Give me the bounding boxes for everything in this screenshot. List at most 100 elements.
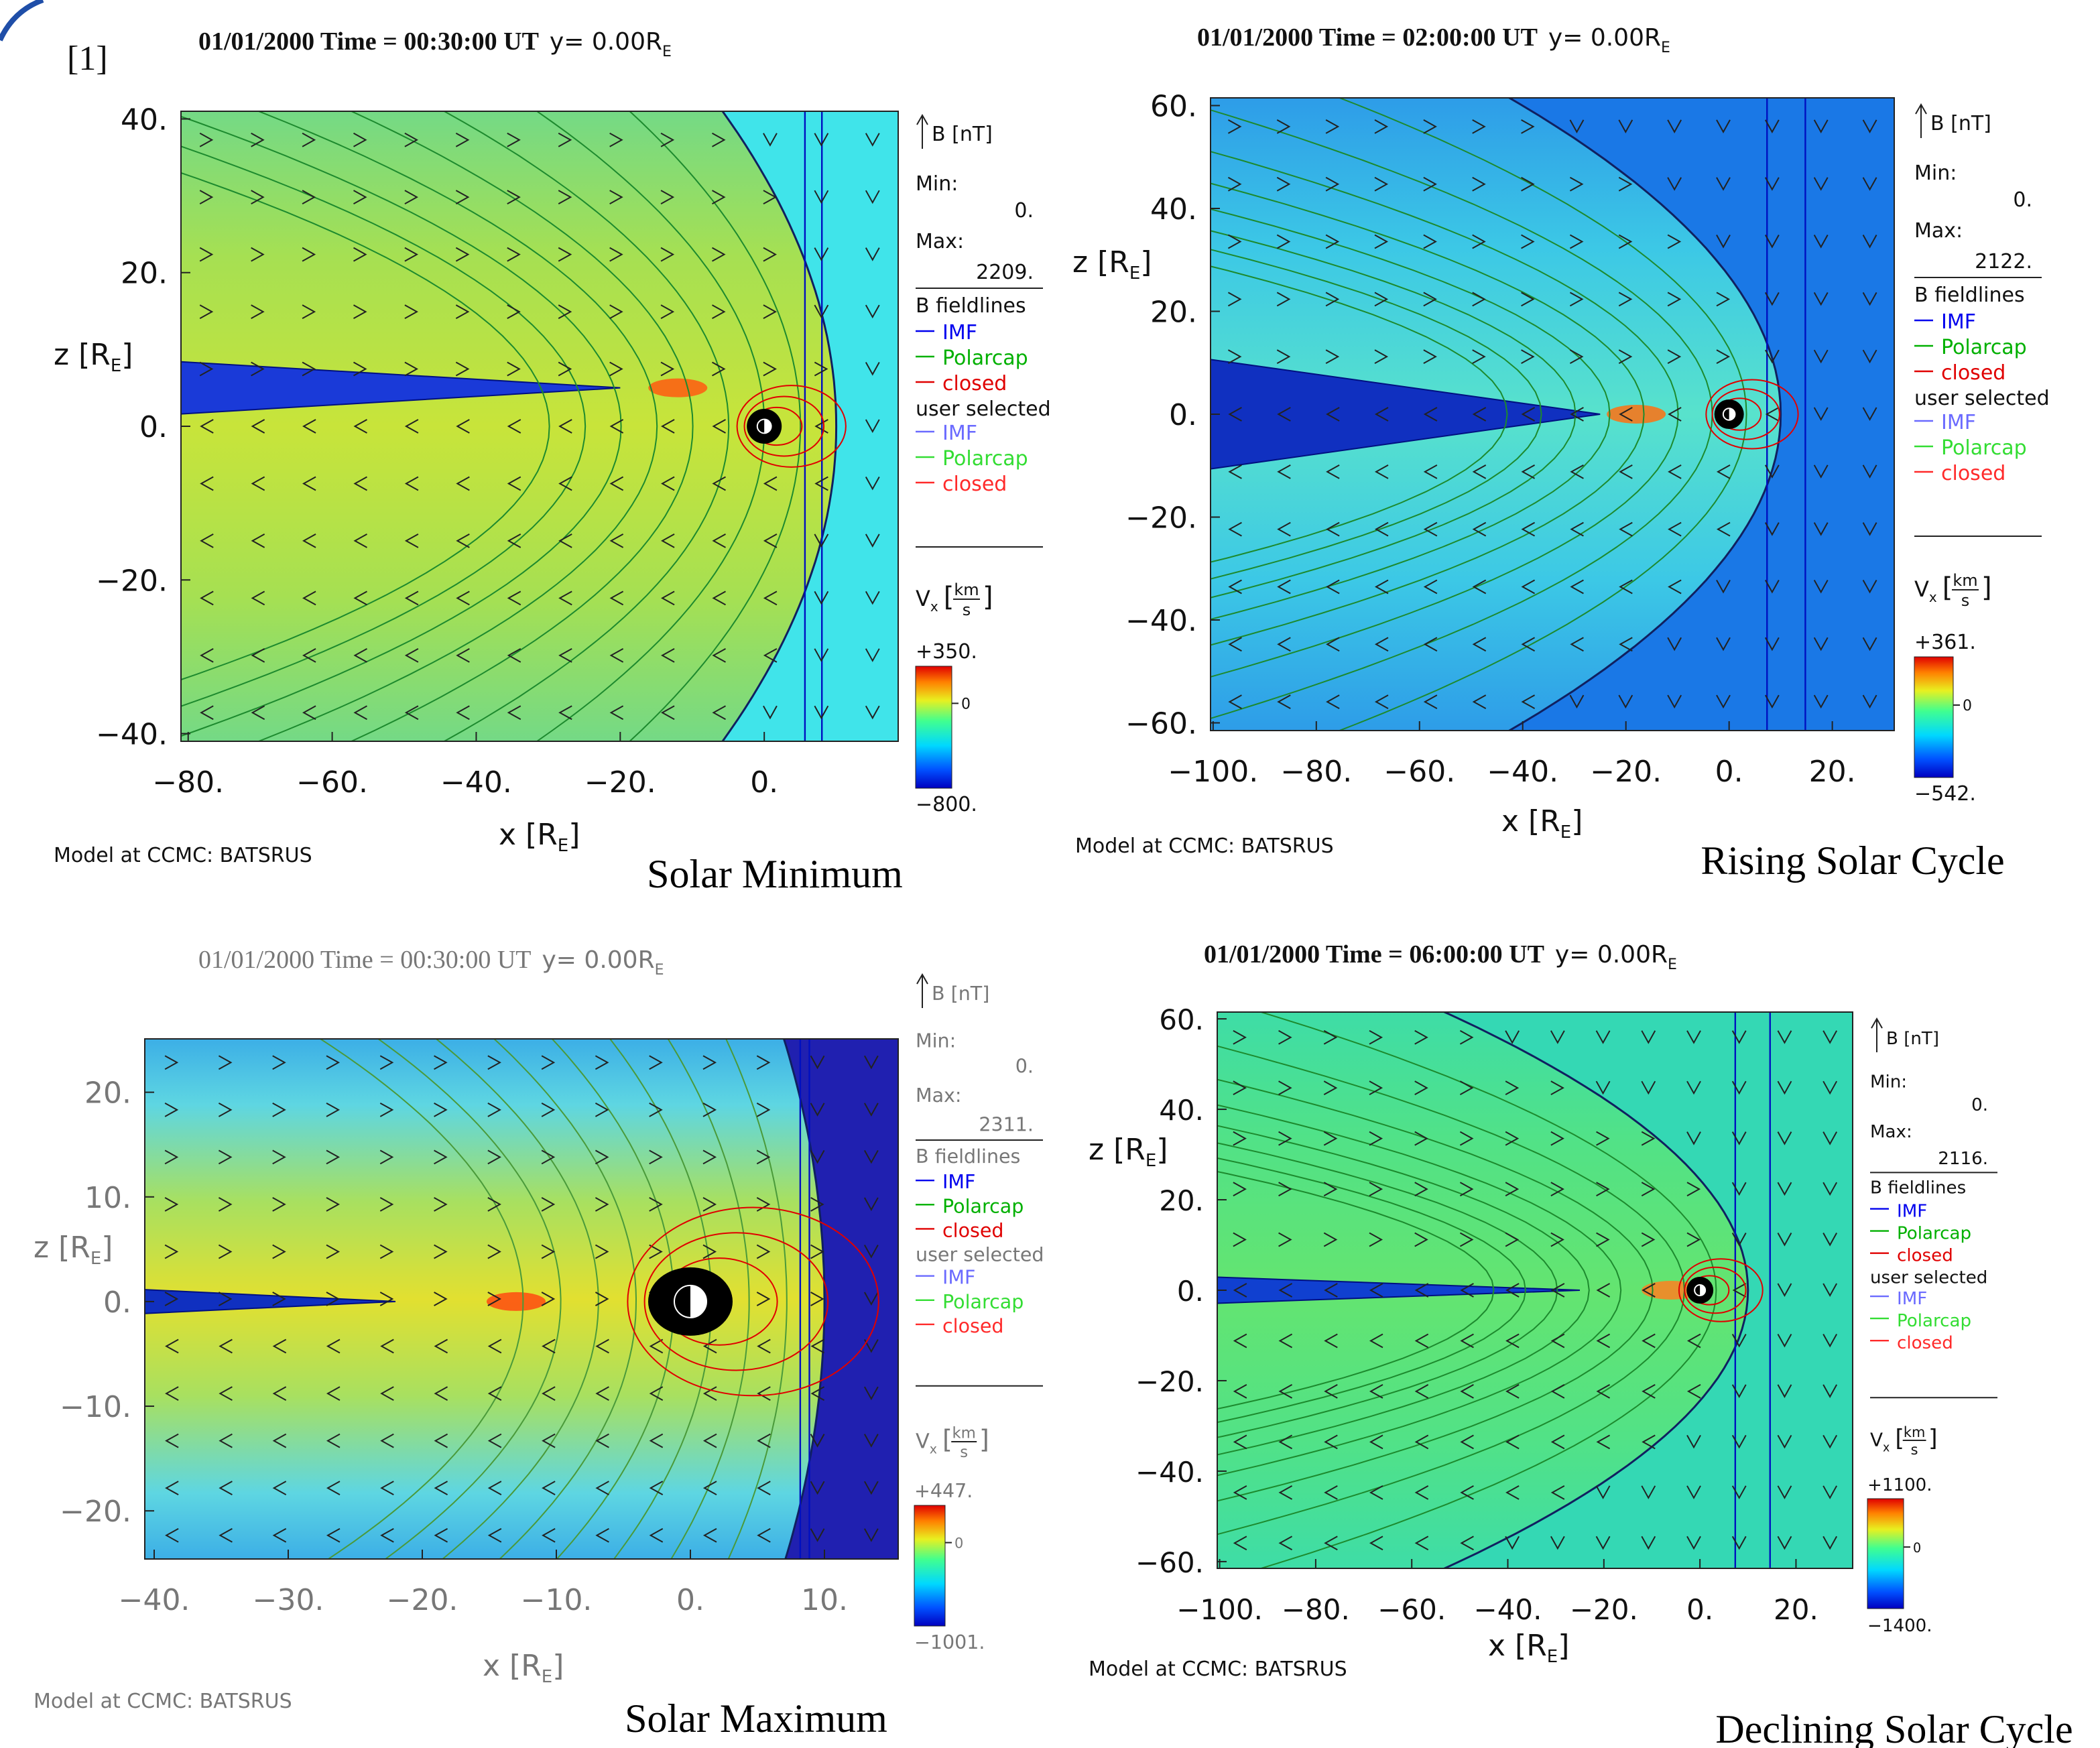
flow-arrow [272, 1055, 286, 1070]
flow-arrow [863, 1292, 879, 1306]
flow-arrow [487, 1527, 502, 1543]
flow-arrow [1278, 1182, 1292, 1196]
colorbar-label: Vx [ [1914, 572, 1953, 605]
legend-entry: IMF [1941, 411, 1976, 434]
flow-arrow [1276, 119, 1291, 134]
flow-arrow [251, 705, 265, 721]
title-time: 01/01/2000 Time = 00:30:00 UT [198, 27, 539, 56]
flow-arrow [165, 1527, 179, 1543]
flow-arrow [609, 476, 624, 491]
flow-arrow [1642, 1434, 1656, 1450]
flow-arrow [1550, 1434, 1565, 1450]
flow-arrow [218, 1102, 233, 1117]
flow-arrow [1813, 235, 1829, 249]
flow-arrow [379, 1102, 394, 1117]
legend-min: 0. [1971, 1095, 1988, 1115]
y-tick-label: 20. [84, 1076, 131, 1111]
flow-arrow [455, 361, 470, 377]
flow-arrow [353, 304, 367, 319]
legend-entry: Polarcap [942, 447, 1028, 471]
flow-arrow [1325, 349, 1340, 365]
flow-arrow [712, 590, 726, 606]
flow-arrow [865, 419, 880, 434]
x-tick-label: −20. [1570, 1593, 1638, 1626]
flow-arrow [199, 190, 214, 205]
flow-arrow [251, 190, 265, 205]
flow-arrow [810, 1434, 825, 1448]
y-tick-label: 20. [1150, 296, 1197, 330]
legend-entry: Polarcap [942, 1291, 1024, 1313]
flow-arrow [1823, 1233, 1838, 1247]
legend-entry: IMF [1941, 310, 1976, 334]
flow-arrow [380, 1338, 394, 1354]
plot-area [1211, 98, 1894, 731]
field-line [1337, 98, 1747, 731]
flow-arrow [404, 647, 419, 663]
flow-arrow [1505, 1182, 1520, 1196]
flow-arrow [1823, 1131, 1838, 1145]
legend-max-label: Max: [1914, 219, 1963, 243]
y-axis-label-sub: E [111, 356, 121, 376]
field-line [377, 1039, 562, 1559]
flow-arrow [434, 1197, 448, 1212]
closed-loop [627, 1206, 879, 1397]
flow-arrow [609, 705, 624, 721]
flow-arrow [1325, 176, 1340, 192]
flow-arrow [1423, 407, 1438, 422]
flow-arrow [763, 534, 778, 548]
flow-arrow [1414, 1131, 1428, 1146]
flow-arrow [660, 247, 675, 262]
flow-arrow [1233, 1182, 1247, 1196]
flow-arrow [661, 534, 675, 548]
flow-arrow [1777, 1182, 1792, 1196]
flow-arrow [649, 1244, 663, 1259]
flow-arrow [1862, 292, 1877, 306]
flow-arrow [1862, 407, 1877, 422]
title-y: y= 0.00R [550, 28, 662, 56]
legend-heading: B fieldlines [1870, 1178, 1966, 1198]
flow-arrow [434, 1481, 448, 1496]
flow-arrow [507, 247, 521, 262]
cb-den: s [960, 1444, 968, 1461]
legend-entry: closed [1941, 361, 2005, 385]
flow-arrow [660, 132, 675, 147]
flow-arrow [609, 304, 623, 319]
y-tick-label: −20. [60, 1495, 131, 1529]
flow-arrow [1619, 407, 1633, 422]
flow-arrow [1777, 1333, 1792, 1348]
x-tick-label: −80. [152, 765, 224, 800]
flow-arrow [712, 361, 726, 377]
flow-arrow [251, 476, 265, 491]
flow-arrow [1472, 292, 1486, 307]
field-line [1217, 1142, 1558, 1438]
flow-arrow [1277, 464, 1291, 479]
title-y: y= 0.00R [542, 946, 655, 974]
flow-arrow [661, 476, 675, 491]
title-y-sub: E [1661, 40, 1670, 56]
flow-arrow [1460, 1434, 1474, 1450]
flow-arrow [702, 1481, 717, 1496]
flow-arrow [1324, 1536, 1338, 1551]
flow-arrow [763, 476, 778, 491]
x-axis-label: x [RE] [499, 818, 580, 856]
flow-arrow [649, 1338, 664, 1354]
cb-close: ] [1928, 1426, 1938, 1452]
y-tick-label: 40. [1159, 1094, 1204, 1127]
flow-arrow [507, 590, 521, 606]
x-axis-label-close: ] [1558, 1629, 1569, 1663]
flow-arrow [1764, 349, 1780, 364]
chart-title: 01/01/2000 Time = 00:30:00 UT y= 0.00RE [198, 946, 664, 979]
corner-decoration [0, 0, 44, 42]
flow-arrow [1641, 1485, 1656, 1499]
flow-arrow [763, 133, 778, 147]
flow-arrow [1595, 1080, 1611, 1095]
cb-symbol: V [916, 1430, 930, 1454]
title-y-sub: E [1668, 956, 1677, 973]
flow-arrow [865, 190, 880, 204]
flow-arrow [1325, 234, 1340, 249]
flow-arrow [1731, 1131, 1747, 1145]
caption: Declining Solar Cycle [1715, 1707, 2073, 1748]
flow-arrow [1324, 1485, 1338, 1500]
